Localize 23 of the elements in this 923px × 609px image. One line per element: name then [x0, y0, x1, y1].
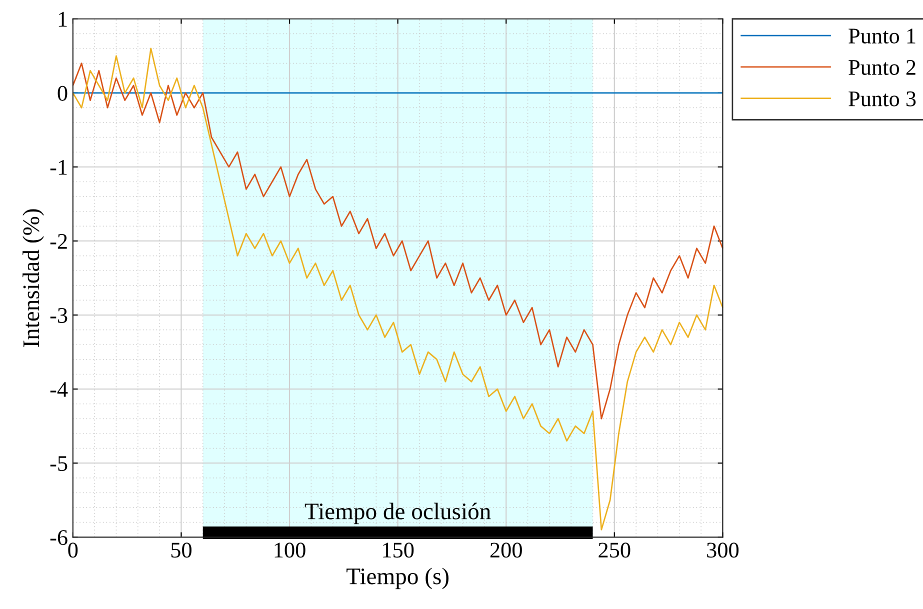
legend-label: Punto 2 — [848, 60, 916, 75]
x-tick-label: 0 — [68, 542, 78, 558]
x-tick-label: 250 — [598, 542, 630, 558]
line-series — [72, 62, 724, 420]
x-tick-label: 50 — [171, 542, 192, 558]
x-tick-label: 100 — [274, 542, 306, 558]
y-tick-label: 0 — [58, 86, 68, 101]
y-tick-label: -6 — [50, 530, 68, 546]
y-tick-label: 1 — [58, 12, 67, 27]
x-tick-label: 200 — [490, 542, 522, 558]
line-series — [72, 48, 724, 530]
annotation: Tiempo de oclusión — [304, 502, 491, 524]
legend-label: Punto 1 — [848, 28, 916, 44]
y-tick-label: -5 — [50, 456, 68, 472]
x-tick-label: 150 — [383, 542, 414, 558]
y-tick-label: -3 — [50, 308, 68, 323]
y-tick-label: -1 — [50, 160, 67, 175]
legend-label: Punto 3 — [848, 91, 916, 106]
x-axis-title: Tiempo (s) — [346, 568, 448, 590]
x-tick-label: 300 — [707, 542, 739, 558]
y-tick-label: -2 — [50, 234, 67, 249]
y-axis-title: Intensidad (%) — [22, 209, 44, 347]
y-tick-label: -4 — [50, 382, 68, 397]
